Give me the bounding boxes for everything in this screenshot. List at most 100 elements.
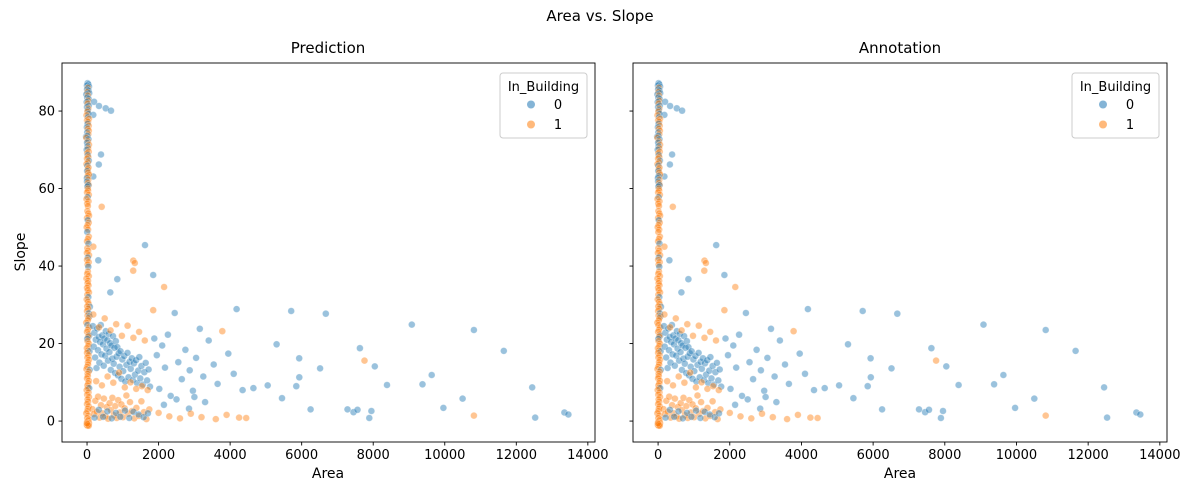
x-tick-label: 14000 [1139,448,1180,463]
legend-marker-1 [527,120,535,129]
scatter-point [138,382,146,390]
scatter-point [694,349,703,357]
scatter-point [91,397,100,405]
scatter-point [706,328,714,336]
scatter-point [654,93,663,102]
scatter-point [655,281,664,290]
scatter-point [653,409,662,418]
scatter-point [887,364,896,373]
scatter-point [653,160,662,168]
scatter-point [115,363,124,371]
scatter-point [693,391,702,400]
scatter-point [149,306,157,314]
scatter-point [83,349,91,357]
scatter-point [107,341,116,350]
scatter-point [110,411,118,420]
scatter-point [470,326,478,334]
scatter-point [709,382,717,390]
scatter-point [130,414,139,423]
scatter-point [689,332,697,340]
scatter-point [655,246,663,255]
scatter-point [192,354,200,362]
scatter-point [85,309,93,318]
scatter-point [661,410,669,418]
legend-entry-label: 0 [1126,98,1134,113]
scatter-point [654,284,662,292]
scatter-point [130,359,138,368]
scatter-point [120,404,129,413]
scatter-point [123,321,132,330]
axes-spines [61,62,596,443]
scatter-point [687,408,695,417]
scatter-point [84,246,92,255]
scatter-point [654,128,663,137]
scatter-point [655,304,663,313]
scatter-point [665,256,674,265]
scatter-point [700,334,709,342]
scatter-point [742,309,750,317]
scatter-point [119,413,127,421]
scatter-point [669,409,678,418]
scatter-point [139,380,147,389]
scatter-point [112,337,120,345]
scatter-point [686,363,695,371]
scatter-point [672,351,680,360]
scatter-point [84,277,92,285]
scatter-point [371,362,379,371]
scatter-point [657,303,665,311]
scatter-point [84,163,93,172]
scatter-point [655,144,663,153]
scatter-point [712,241,720,249]
scatter-point [85,115,93,123]
scatter-point [249,384,258,392]
scatter-point [85,272,93,280]
x-tick-label: 12000 [1067,448,1108,463]
scatter-point [83,237,91,246]
scatter-point [82,90,91,99]
scatter-point [111,402,120,410]
scatter-point [654,79,663,87]
scatter-point [939,407,947,415]
scatter-point [91,353,99,362]
scatter-point [863,382,872,390]
scatter-point [655,402,664,411]
scatter-point [653,98,662,106]
scatter-point [655,300,664,308]
scatter-point [201,398,209,406]
scatter-point [654,353,663,362]
legend-entry-label: 1 [1126,118,1134,133]
scatter-point [785,380,793,388]
scatter-point [653,195,662,203]
scatter-point [106,339,114,347]
scatter-point [656,288,664,297]
scatter-point [654,174,662,182]
scatter-point [654,149,663,158]
scatter-point [82,365,91,373]
y-tick-label: 0 [47,415,55,430]
scatter-point [439,404,448,412]
scatter-point [83,81,91,90]
scatter-point [655,122,664,130]
scatter-point [656,339,664,348]
scatter-point [158,341,166,350]
panel-1: 0 2000 4000 6000 8000 10000 12000 14000 In_Build… [629,62,1181,463]
scatter-point [83,177,91,186]
scatter-point [83,414,91,422]
scatter-point [684,343,693,351]
scatter-point [654,395,663,404]
scatter-point [673,344,682,353]
scatter-point [685,396,694,404]
scatter-point [656,384,664,392]
scatter-point [238,386,247,394]
scatter-point [166,392,175,400]
scatter-point [129,266,137,275]
scatter-point [85,312,94,321]
y-axis-label: Slope [13,232,29,272]
scatter-point [683,320,692,328]
scatter-point [1136,410,1145,419]
panel-title-prediction: Prediction [290,39,366,57]
scatter-point [679,354,688,363]
scatter-point [90,328,99,337]
scatter-point [136,374,145,383]
scatter-point [84,122,93,130]
